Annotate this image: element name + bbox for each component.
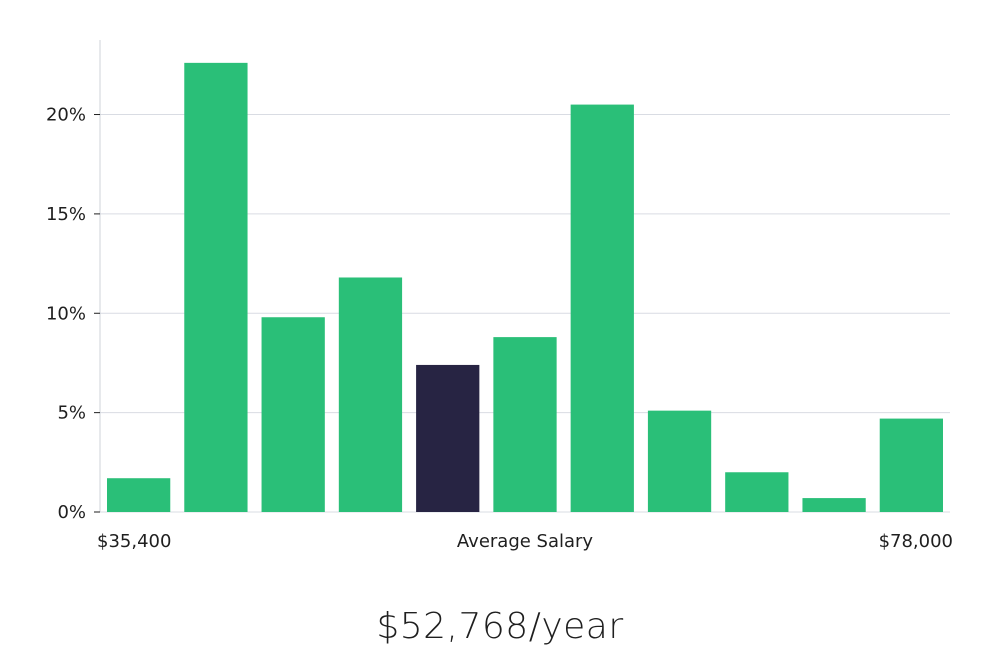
bar — [107, 478, 171, 512]
y-tick-label: 0% — [57, 502, 86, 523]
bar — [493, 337, 557, 512]
bar — [879, 418, 943, 512]
bar — [725, 472, 789, 512]
x-start-label: $35,400 — [97, 531, 171, 552]
y-tick-label: 10% — [46, 303, 86, 324]
bar — [647, 410, 712, 512]
bars — [107, 62, 943, 512]
x-end-label: $78,000 — [879, 531, 953, 552]
salary-histogram: 0% 5% 10% 15% 20% $35,400 Average Salary $78… — [46, 40, 953, 552]
bar-highlighted — [416, 364, 480, 512]
y-tick-label: 5% — [57, 403, 86, 424]
y-tick-label: 20% — [46, 105, 86, 126]
bar — [802, 498, 866, 512]
bar — [338, 277, 403, 512]
bar — [261, 317, 325, 512]
x-axis-title: Average Salary — [457, 531, 594, 552]
bar — [184, 62, 248, 512]
y-tick-label: 15% — [46, 204, 86, 225]
bar — [570, 104, 634, 512]
average-salary-value: $52,768/year — [376, 606, 624, 647]
y-tick-labels: 0% 5% 10% 15% 20% — [46, 105, 100, 523]
